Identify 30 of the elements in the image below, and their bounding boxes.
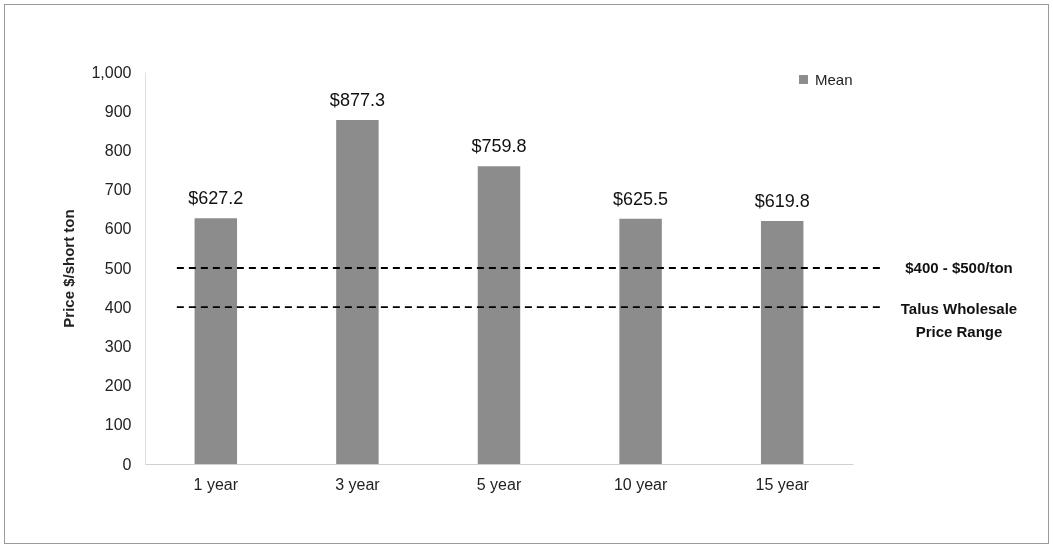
- data-label: $619.8: [754, 191, 810, 212]
- y-tick-label: 700: [104, 181, 132, 199]
- y-tick-label: 300: [104, 337, 132, 355]
- y-axis-title: Price $/short ton: [60, 209, 78, 328]
- y-tick-label: 800: [104, 141, 132, 159]
- bar: [619, 218, 662, 464]
- y-tick-label: 0: [122, 455, 132, 473]
- x-tick-label: 15 year: [755, 475, 810, 493]
- bar: [194, 218, 238, 464]
- x-tick-label: 5 year: [476, 475, 522, 493]
- y-tick-label: 100: [104, 416, 132, 434]
- y-tick-label: 900: [104, 102, 132, 120]
- ref-line-label: Talus Wholesale Price Range: [900, 300, 1018, 341]
- x-tick-label: 3 year: [335, 475, 381, 493]
- y-tick-label: 500: [104, 259, 132, 277]
- data-label: $877.3: [329, 90, 385, 111]
- y-tick-label: 1,000: [91, 63, 132, 81]
- x-tick-label: 1 year: [193, 475, 239, 493]
- bar: [336, 120, 379, 464]
- x-tick-label: 10 year: [613, 475, 668, 493]
- ref-line-label: $400 - $500/ton: [905, 259, 1013, 276]
- y-tick-label: 600: [104, 220, 132, 238]
- legend-label: Mean: [815, 70, 853, 88]
- data-label: $759.8: [471, 136, 527, 157]
- data-label: $627.2: [188, 188, 244, 209]
- y-tick-label: 400: [104, 298, 132, 316]
- data-label: $625.5: [613, 188, 669, 209]
- bar: [477, 166, 521, 464]
- bar: [760, 221, 804, 464]
- y-tick-label: 200: [104, 377, 132, 395]
